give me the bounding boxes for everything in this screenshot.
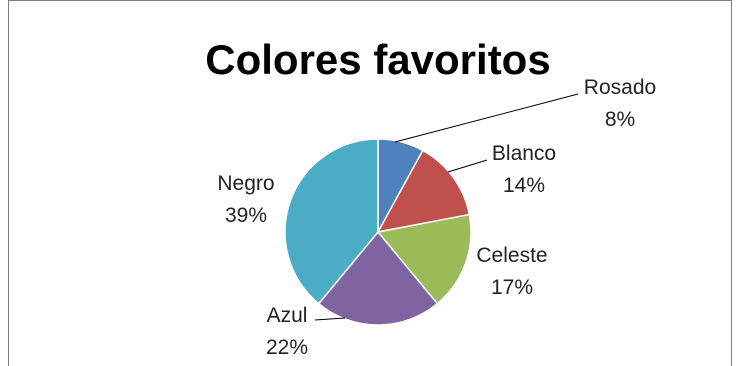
data-label-name-azul: Azul xyxy=(267,304,308,327)
data-label-name-blanco: Blanco xyxy=(492,142,556,165)
data-label-pct-celeste: 17% xyxy=(491,276,533,299)
pie-slice-negro xyxy=(284,138,379,305)
data-label-pct-negro: 39% xyxy=(225,204,267,227)
data-label-pct-blanco: 14% xyxy=(503,174,545,197)
leader-line-blanco xyxy=(447,159,488,173)
data-label-pct-rosado: 8% xyxy=(605,108,635,131)
pie-slice-blanco xyxy=(376,149,471,234)
pie-slice-azul xyxy=(317,230,439,326)
data-label-pct-azul: 22% xyxy=(266,336,308,359)
pie-slices xyxy=(284,138,472,326)
chart-frame xyxy=(8,0,732,366)
leader-line-rosado xyxy=(394,93,579,143)
data-label-name-celeste: Celeste xyxy=(476,244,547,267)
data-label-name-rosado: Rosado xyxy=(584,76,656,99)
pie-slice-celeste xyxy=(376,213,472,305)
leader-lines xyxy=(314,93,579,321)
leader-line-azul xyxy=(314,317,346,321)
chart-title: Colores favoritos xyxy=(205,36,550,83)
data-labels: Rosado 8% Blanco 14% Celeste 17% Azul 22% Negro 3… xyxy=(217,76,656,359)
data-label-name-negro: Negro xyxy=(217,172,274,195)
